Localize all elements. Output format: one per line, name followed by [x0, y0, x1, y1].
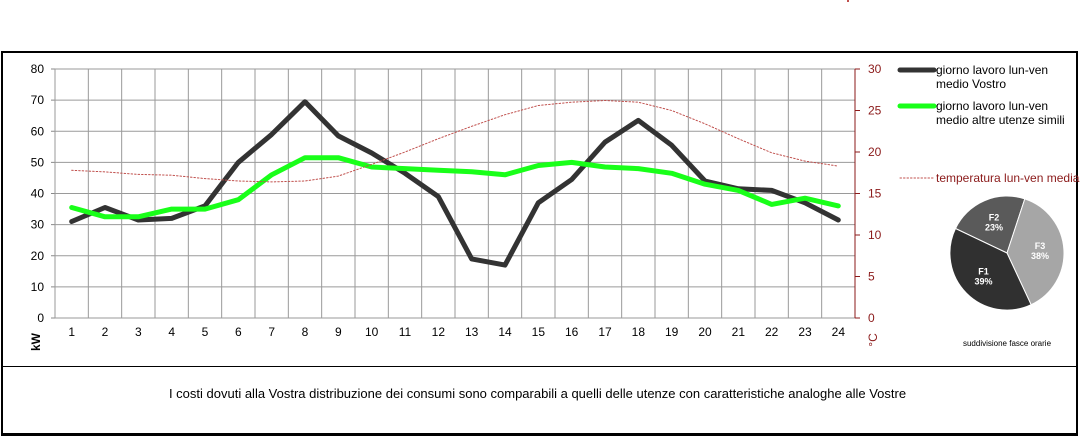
y-axis-label: kW [29, 332, 43, 351]
pie-caption: suddivisione fasce orarie [963, 339, 1052, 348]
series-line-3 [71, 100, 839, 183]
x-tick-label: 12 [432, 325, 446, 339]
y2-tick-label: 0 [868, 311, 875, 325]
y2-tick-label: 30 [868, 62, 882, 76]
x-tick-label: 8 [302, 325, 309, 339]
x-tick-label: 2 [102, 325, 109, 339]
x-tick-label: 22 [765, 325, 779, 339]
x-tick-label: 18 [632, 325, 646, 339]
x-tick-label: 23 [798, 325, 812, 339]
y-tick-label: 0 [37, 311, 44, 325]
y2-axis-label: °C [866, 333, 880, 347]
x-tick-label: 4 [168, 325, 175, 339]
y2-tick-label: 15 [868, 187, 882, 201]
x-tick-label: 24 [832, 325, 846, 339]
x-tick-label: 1 [68, 325, 75, 339]
x-tick-label: 21 [732, 325, 746, 339]
y2-tick-label: 25 [868, 104, 882, 118]
x-tick-label: 9 [335, 325, 342, 339]
comparison-caption: I costi dovuti alla Vostra distribuzione… [168, 386, 907, 401]
pie-value-f2: 23% [985, 223, 1003, 233]
pie-slice-f2 [954, 195, 1026, 254]
x-tick-label: 17 [598, 325, 612, 339]
y-tick-label: 80 [31, 62, 45, 76]
y-tick-label: 30 [31, 218, 45, 232]
pie-value-f3: 38% [1031, 251, 1049, 261]
x-tick-label: 14 [498, 325, 512, 339]
y2-tick-label: 10 [868, 228, 882, 242]
x-tick-label: 13 [465, 325, 479, 339]
y2-tick-label: 5 [868, 270, 875, 284]
y-tick-label: 70 [31, 93, 45, 107]
pie-label-f3: F3 [1035, 241, 1046, 251]
x-tick-label: 15 [532, 325, 546, 339]
y-tick-label: 50 [31, 155, 45, 169]
x-tick-label: 5 [202, 325, 209, 339]
pie-slice-f1 [949, 227, 1032, 311]
pie-label-f1: F1 [978, 266, 989, 276]
x-tick-label: 10 [365, 325, 379, 339]
x-tick-label: 16 [565, 325, 579, 339]
legend-label-2: giorno lavoro lun-ven medio altre utenze … [936, 99, 1065, 127]
x-tick-label: 3 [135, 325, 142, 339]
stray-dot [847, 0, 849, 2]
x-tick-label: 7 [268, 325, 275, 339]
y-tick-label: 40 [31, 187, 45, 201]
y-tick-label: 60 [31, 124, 45, 138]
pie-value-f1: 39% [975, 276, 993, 286]
y2-tick-label: 20 [868, 145, 882, 159]
pie-label-f2: F2 [989, 213, 1000, 223]
x-tick-label: 20 [698, 325, 712, 339]
x-tick-label: 6 [235, 325, 242, 339]
caption-divider [3, 366, 1077, 367]
report-frame [1, 51, 1078, 436]
y-tick-label: 20 [31, 249, 45, 263]
pie-slice-f3 [1006, 198, 1065, 306]
legend-label-3: temperatura lun-ven media [936, 171, 1080, 185]
x-tick-label: 11 [399, 325, 412, 339]
legend-label-1: giorno lavoro lun-ven medio Vostro [936, 63, 1048, 91]
x-tick-label: 19 [665, 325, 679, 339]
y-tick-label: 10 [31, 280, 45, 294]
series-line-2 [69, 155, 841, 220]
